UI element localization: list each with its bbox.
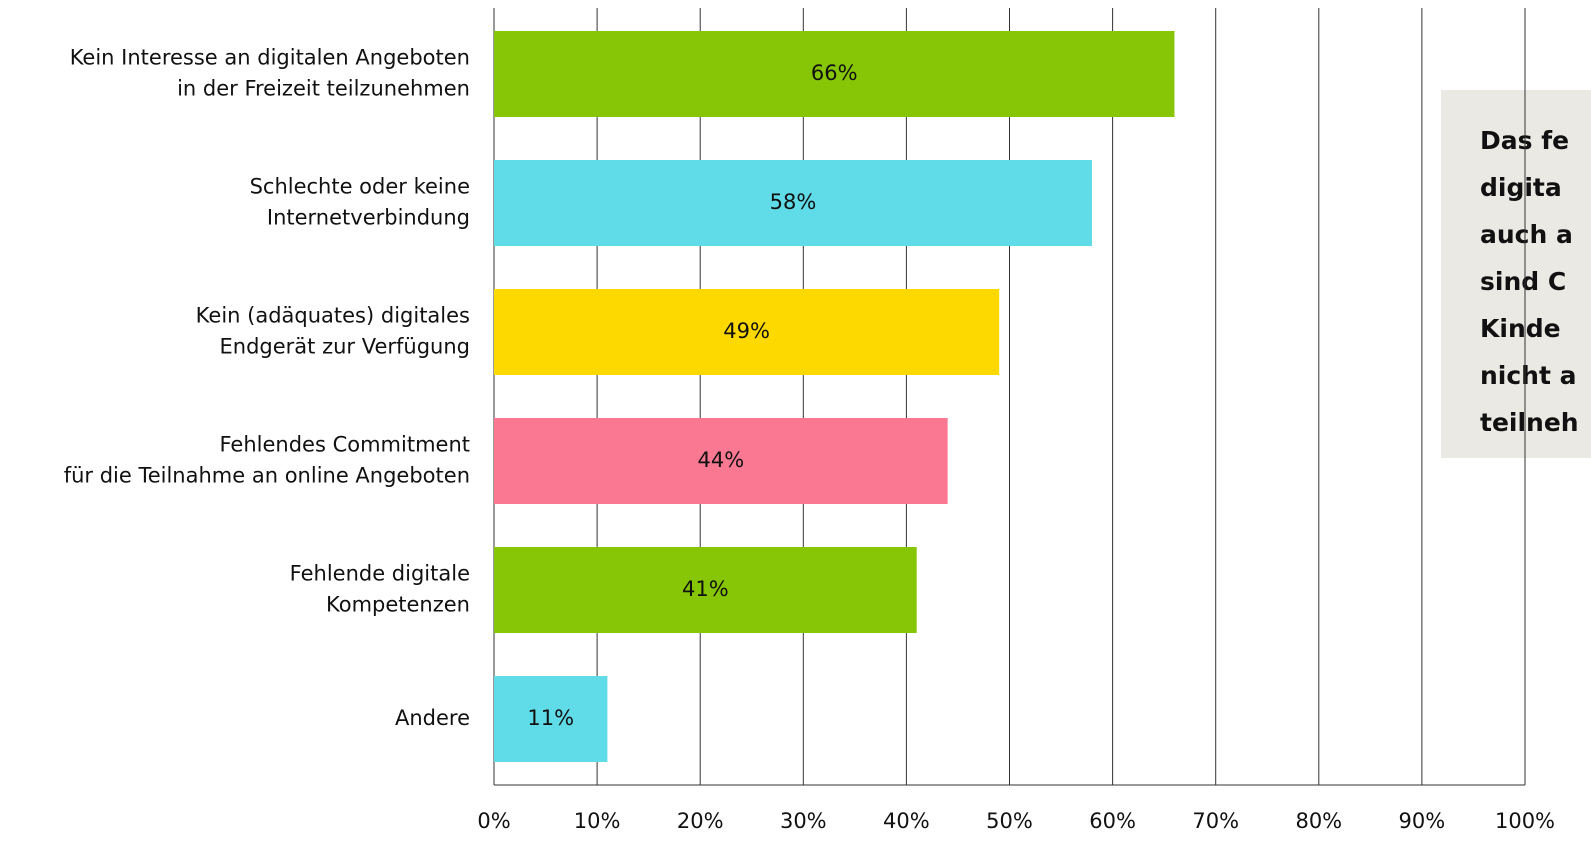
value-label: 41%: [682, 577, 729, 601]
x-tick-label: 100%: [1495, 809, 1555, 833]
annotation-line: teilneh: [1480, 408, 1579, 437]
value-label: 44%: [697, 448, 744, 472]
y-tick-label: in der Freizeit teilzunehmen: [177, 77, 470, 101]
x-tick-label: 10%: [574, 809, 621, 833]
y-tick-label: Schlechte oder keine: [250, 175, 470, 199]
annotation-line: auch a: [1480, 220, 1573, 249]
bar: [494, 547, 917, 633]
x-tick-label: 30%: [780, 809, 827, 833]
x-tick-label: 80%: [1295, 809, 1342, 833]
annotation-line: nicht a: [1480, 361, 1577, 390]
annotation-line: digita: [1480, 173, 1562, 202]
y-tick-label: für die Teilnahme an online Angeboten: [64, 464, 470, 488]
y-tick-label: Andere: [395, 706, 470, 730]
x-tick-label: 70%: [1192, 809, 1239, 833]
value-label: 11%: [527, 706, 574, 730]
x-tick-label: 90%: [1399, 809, 1446, 833]
x-tick-label: 20%: [677, 809, 724, 833]
value-label: 49%: [723, 319, 770, 343]
value-label: 66%: [811, 61, 858, 85]
bar: [494, 289, 1000, 375]
annotation-box: [1441, 90, 1591, 458]
annotation-line: sind C: [1480, 267, 1566, 296]
bar: [494, 676, 608, 762]
bar: [494, 418, 948, 504]
y-tick-label: Kein (adäquates) digitales: [196, 304, 470, 328]
y-tick-label: Kein Interesse an digitalen Angeboten: [70, 46, 470, 70]
value-label: 58%: [770, 190, 817, 214]
y-tick-label: Kompetenzen: [326, 593, 470, 617]
x-tick-label: 0%: [477, 809, 510, 833]
x-tick-label: 60%: [1089, 809, 1136, 833]
bar: [494, 31, 1175, 117]
x-tick-label: 40%: [883, 809, 930, 833]
y-tick-label: Fehlende digitale: [290, 562, 470, 586]
annotation-line: Kinde: [1480, 314, 1561, 343]
y-tick-label: Endgerät zur Verfügung: [220, 335, 470, 359]
bar: [494, 160, 1092, 246]
y-tick-label: Fehlendes Commitment: [219, 433, 470, 457]
x-tick-label: 50%: [986, 809, 1033, 833]
y-tick-label: Internetverbindung: [267, 206, 470, 230]
